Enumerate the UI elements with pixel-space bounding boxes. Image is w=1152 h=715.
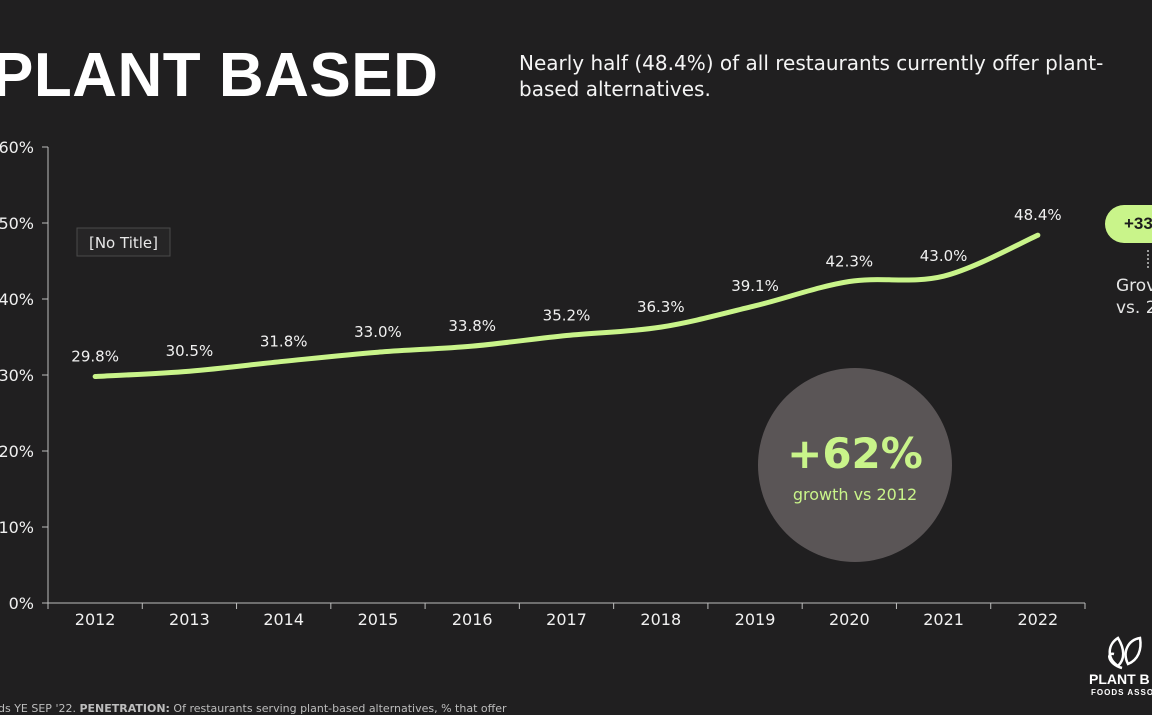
logo-name: PLANT B <box>1089 671 1150 687</box>
x-tick-label: 2017 <box>546 610 587 629</box>
growth-callout-label: growth vs 2012 <box>793 485 917 504</box>
x-tick-label: 2019 <box>735 610 776 629</box>
chart-title: [No Title] <box>89 234 158 252</box>
y-tick-label: 40% <box>0 290 34 309</box>
growth-pill: +33 <box>1105 205 1152 243</box>
y-tick-label: 30% <box>0 366 34 385</box>
x-tick-labels: 2012 2013 2014 2015 2016 2017 2018 2019 2020 2021… <box>47 603 1086 629</box>
page-subtitle: Nearly half (48.4%) of all restaurants c… <box>519 51 1104 101</box>
footnote-prefix: ds YE SEP '22. <box>0 702 80 715</box>
x-tick-label: 2018 <box>640 610 681 629</box>
chart-title-box: [No Title] <box>76 227 171 257</box>
data-label: 30.5% <box>166 342 214 360</box>
growth-callout-value: +62% <box>787 429 923 478</box>
x-tick-label: 2015 <box>358 610 399 629</box>
x-tick-label: 2013 <box>169 610 210 629</box>
series-line <box>92 232 1041 380</box>
data-label: 31.8% <box>260 332 308 350</box>
x-tick-label: 2012 <box>75 610 116 629</box>
chart-axes <box>47 147 1085 604</box>
x-tick-label: 2020 <box>829 610 870 629</box>
y-tick-label: 20% <box>0 442 34 461</box>
growth-callout: +62% growth vs 2012 <box>758 368 952 562</box>
y-tick-labels: 0% 10% 20% 30% 40% 50% 60% <box>0 138 48 613</box>
data-label: 43.0% <box>920 247 968 265</box>
data-label: 33.0% <box>354 323 402 341</box>
side-growth-line2: vs. 2 <box>1116 298 1152 318</box>
side-growth-text: Grov vs. 2 <box>1116 275 1152 319</box>
data-label: 29.8% <box>71 348 119 366</box>
y-tick-label: 0% <box>9 594 34 613</box>
y-tick-label: 50% <box>0 214 34 233</box>
footnote: ds YE SEP '22. PENETRATION: Of restauran… <box>0 702 507 715</box>
x-tick-label: 2014 <box>263 610 304 629</box>
data-label: 39.1% <box>731 277 779 295</box>
leaf-logo-icon <box>1108 636 1142 670</box>
side-growth-line1: Grov <box>1116 276 1152 296</box>
data-label: 48.4% <box>1014 206 1062 224</box>
y-tick-label: 60% <box>0 138 34 157</box>
logo-subtitle: FOODS ASSO <box>1091 688 1152 697</box>
data-label: 33.8% <box>448 317 496 335</box>
data-label: 35.2% <box>543 306 591 324</box>
y-tick-label: 10% <box>0 518 34 537</box>
data-labels: 29.8% 30.5% 31.8% 33.0% 33.8% 35.2% 36.3% 39.1%… <box>71 206 1061 365</box>
footnote-rest: Of restaurants serving plant-based alter… <box>169 702 507 715</box>
x-tick-label: 2016 <box>452 610 493 629</box>
x-tick-label: 2022 <box>1018 610 1059 629</box>
page-title: PLANT BASED <box>0 41 439 110</box>
footnote-bold: PENETRATION: <box>79 702 170 715</box>
connector-dots <box>1147 250 1151 268</box>
data-label: 42.3% <box>825 253 873 271</box>
data-label: 36.3% <box>637 298 685 316</box>
x-tick-label: 2021 <box>923 610 964 629</box>
